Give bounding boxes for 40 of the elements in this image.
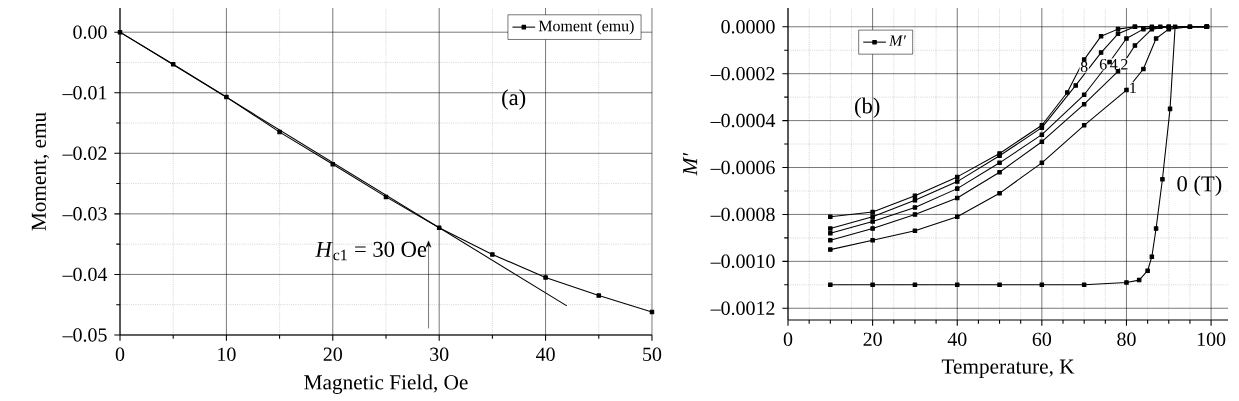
y-tick-label: –0.02 [62, 146, 107, 161]
x-tick-label: 80 [1117, 332, 1136, 347]
x-tick-label: 40 [536, 347, 555, 361]
y-tick-label: –0.04 [62, 267, 108, 282]
x-tick-label: 60 [1032, 332, 1052, 347]
x-tick-label: 0 [783, 332, 793, 347]
y-tick-label: –0.0006 [710, 160, 775, 175]
x-tick-label: 0 [115, 347, 125, 361]
y-tick-label: 0.00 [73, 25, 107, 39]
annotation: 0 (T) [1177, 175, 1222, 197]
annotation: 8 [1080, 61, 1088, 73]
annotation: 1 [1130, 82, 1136, 94]
annotation: 4 [1110, 59, 1118, 70]
y-tick-label: –0.0004 [710, 113, 776, 128]
y-tick-label: –0.05 [62, 328, 107, 342]
annotation: H$_{c1}$ = 30 Oe [315, 241, 427, 261]
y-tick-label: –0.03 [62, 207, 107, 221]
x-tick-label: 40 [947, 332, 967, 347]
x-tick-label: 10 [218, 347, 236, 361]
annotation: 2 [1121, 59, 1128, 70]
legend-label: Moment (emu) [538, 20, 634, 35]
x-axis-title: Magnetic Field, Oe [304, 374, 468, 394]
y-axis-title: Moment, emu [31, 112, 50, 231]
x-tick-label: 100 [1197, 332, 1226, 347]
x-tick-label: 50 [643, 347, 662, 361]
y-tick-label: –0.0012 [710, 301, 775, 316]
y-tick-label: 0.0000 [721, 20, 775, 34]
annotation: (a) [502, 89, 526, 110]
x-tick-label: 20 [323, 347, 342, 361]
y-tick-label: –0.0002 [710, 66, 775, 81]
x-axis-title: Temperature, K [941, 359, 1075, 379]
x-tick-label: 30 [430, 347, 449, 361]
legend-label: M′ [888, 35, 907, 46]
y-axis-title: M′ [683, 152, 698, 176]
y-tick-label: –0.0008 [710, 207, 775, 222]
y-tick-label: –0.0010 [710, 254, 775, 269]
y-tick-label: –0.01 [62, 86, 107, 100]
x-tick-label: 20 [863, 332, 882, 347]
annotation: 6 [1099, 58, 1107, 70]
annotation: (b) [855, 97, 880, 119]
